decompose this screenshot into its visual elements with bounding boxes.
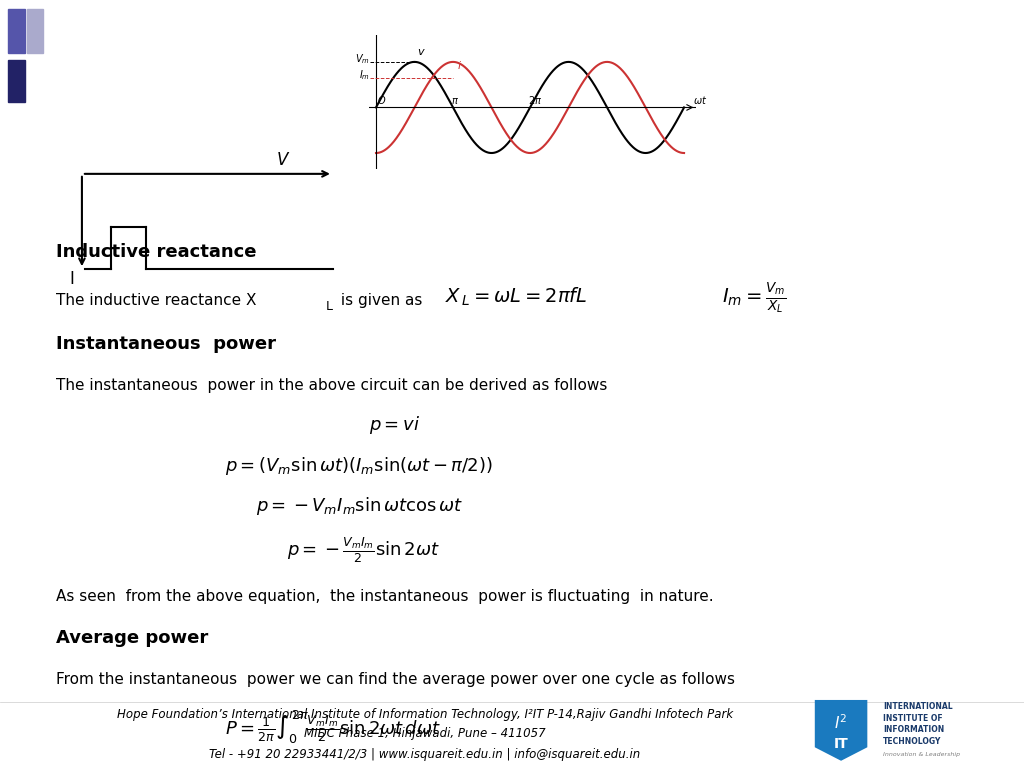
Text: $\pi$: $\pi$ xyxy=(451,96,459,106)
Text: $2\pi$: $2\pi$ xyxy=(527,94,542,106)
Text: $V_m$: $V_m$ xyxy=(355,52,370,66)
Text: I: I xyxy=(70,270,75,288)
Text: As seen  from the above equation,  the instantaneous  power is fluctuating  in n: As seen from the above equation, the ins… xyxy=(56,588,714,604)
Text: $p = -\frac{V_m I_m}{2} \sin 2\omega t$: $p = -\frac{V_m I_m}{2} \sin 2\omega t$ xyxy=(287,535,439,565)
Text: AC circuit with Pure Inductance: AC circuit with Pure Inductance xyxy=(61,38,799,84)
Text: $P = \frac{1}{2\pi} \int_{0}^{2\pi} \frac{V_m I_m}{2} \sin 2\omega t \, d\omega : $P = \frac{1}{2\pi} \int_{0}^{2\pi} \fra… xyxy=(225,708,441,746)
Text: From the instantaneous  power we can find the average power over one cycle as fo: From the instantaneous power we can find… xyxy=(56,672,735,687)
Bar xyxy=(8,9,25,54)
Text: $p = vi$: $p = vi$ xyxy=(369,415,420,436)
Text: MIDC Phase 1, Hinjawadi, Pune – 411057: MIDC Phase 1, Hinjawadi, Pune – 411057 xyxy=(304,727,546,740)
Text: $\omega t$: $\omega t$ xyxy=(692,94,707,106)
Bar xyxy=(8,60,25,102)
Text: INFORMATION: INFORMATION xyxy=(883,725,944,734)
Text: is given as: is given as xyxy=(336,293,427,308)
Text: $v$: $v$ xyxy=(417,47,426,57)
Bar xyxy=(27,9,43,54)
Text: The inductive reactance X: The inductive reactance X xyxy=(56,293,257,308)
Text: $i$: $i$ xyxy=(457,58,462,71)
Text: $I_m$: $I_m$ xyxy=(358,68,370,81)
Text: $I^2$: $I^2$ xyxy=(835,713,848,732)
Text: L: L xyxy=(326,300,333,313)
Text: $I_m = \frac{V_m}{X_L}$: $I_m = \frac{V_m}{X_L}$ xyxy=(722,280,786,315)
Text: Hope Foundation’s International Institute of Information Technology, I²IT P-14,R: Hope Foundation’s International Institut… xyxy=(117,707,733,720)
Text: INTERNATIONAL: INTERNATIONAL xyxy=(883,702,952,711)
Text: $p = -V_m I_m \sin \omega t \cos \omega t$: $p = -V_m I_m \sin \omega t \cos \omega … xyxy=(256,495,464,518)
Text: TECHNOLOGY: TECHNOLOGY xyxy=(883,737,941,746)
Text: The instantaneous  power in the above circuit can be derived as follows: The instantaneous power in the above cir… xyxy=(56,378,607,393)
Text: Innovation & Leadership: Innovation & Leadership xyxy=(883,752,961,756)
Text: V: V xyxy=(276,151,288,169)
Text: Average power: Average power xyxy=(56,630,209,647)
Text: Instantaneous  power: Instantaneous power xyxy=(56,336,276,353)
Text: INSTITUTE OF: INSTITUTE OF xyxy=(883,713,942,723)
Text: $X_{\,L} = \omega L = 2\pi fL$: $X_{\,L} = \omega L = 2\pi fL$ xyxy=(445,286,588,308)
Text: $O$: $O$ xyxy=(377,94,386,106)
Text: Inductive reactance: Inductive reactance xyxy=(56,243,257,261)
Polygon shape xyxy=(815,700,867,761)
Text: IT: IT xyxy=(834,737,849,751)
Text: $p = (V_m \sin \omega t)(I_m \sin(\omega t - \pi/2))$: $p = (V_m \sin \omega t)(I_m \sin(\omega… xyxy=(225,455,494,477)
Text: Tel - +91 20 22933441/2/3 | www.isquareit.edu.in | info@isquareit.edu.in: Tel - +91 20 22933441/2/3 | www.isquarei… xyxy=(209,748,641,760)
